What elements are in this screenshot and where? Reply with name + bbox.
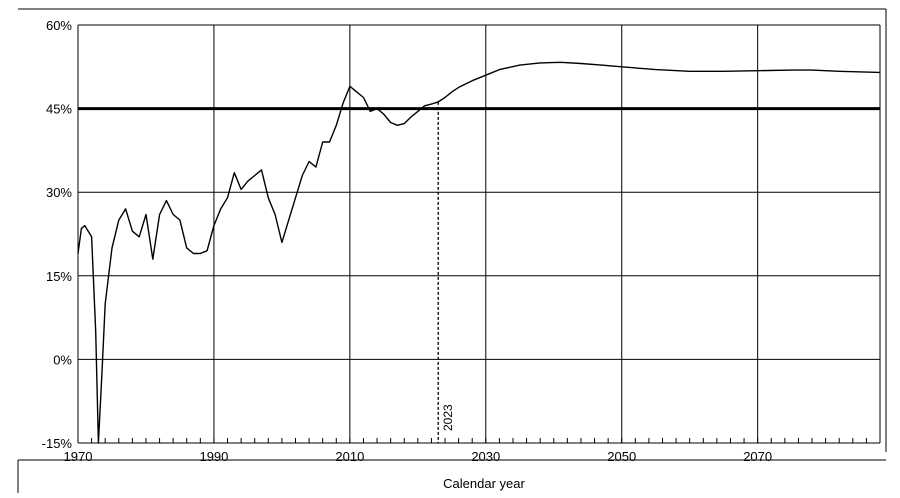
grid-lines [77, 24, 881, 444]
x-tick-label: 2010 [335, 449, 364, 464]
axis-layer [77, 438, 881, 443]
x-axis-label: Calendar year [443, 476, 525, 491]
y-tick-label: 45% [46, 102, 72, 117]
tick-label-layer: -15% 0% 15% 30% 45% 60% 1970 1990 2010 2030 2050 20… [42, 18, 772, 464]
x-tick-label: 2070 [743, 449, 772, 464]
series-layer [77, 61, 881, 444]
series-line [77, 61, 881, 444]
y-tick-label: 30% [46, 185, 72, 200]
y-tick-label: 15% [46, 269, 72, 284]
y-tick-label: -15% [42, 436, 73, 451]
y-tick-label: 0% [53, 352, 72, 367]
y-tick-label: 60% [46, 18, 72, 33]
x-tick-label: 2030 [471, 449, 500, 464]
annotation-label: 2023 [441, 404, 455, 431]
x-tick-label: 1970 [64, 449, 93, 464]
reference-layer: 2023 [78, 101, 880, 443]
x-tick-label: 1990 [199, 449, 228, 464]
x-tick-label: 2050 [607, 449, 636, 464]
